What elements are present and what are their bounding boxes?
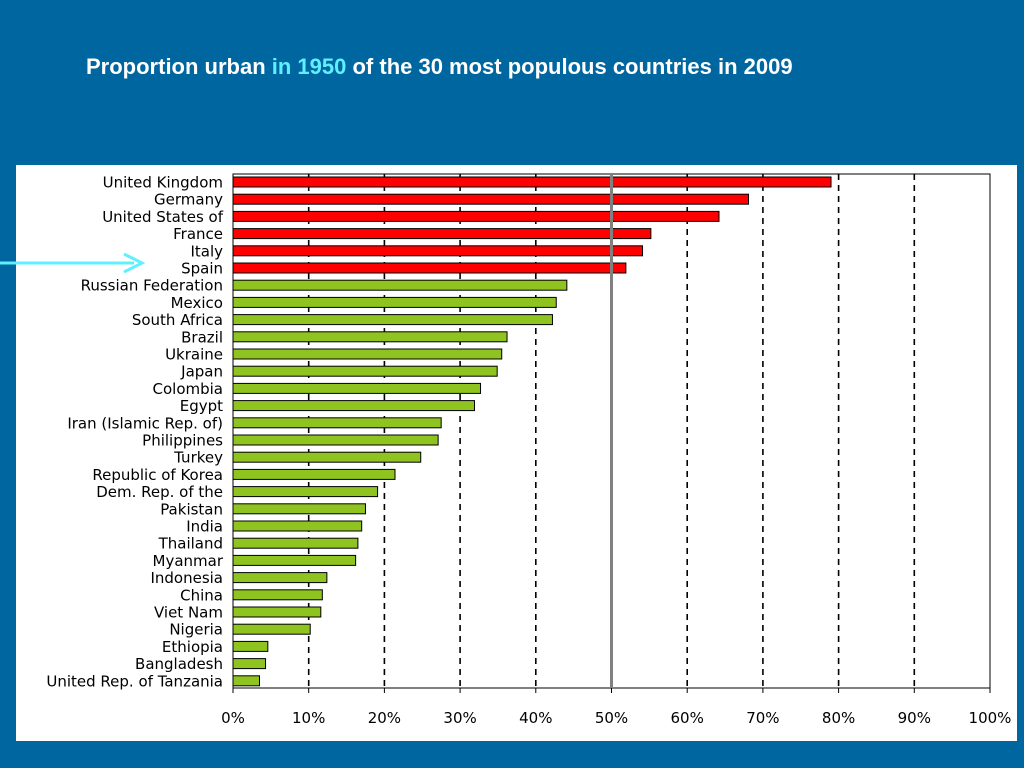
bar bbox=[232, 640, 269, 652]
bar bbox=[232, 400, 475, 412]
category-label: Mexico bbox=[171, 294, 223, 312]
bar bbox=[232, 176, 832, 188]
bar bbox=[232, 417, 442, 429]
category-label: Egypt bbox=[180, 397, 223, 415]
category-label: Nigeria bbox=[169, 621, 223, 639]
bar bbox=[232, 245, 644, 257]
category-label: United Kingdom bbox=[103, 174, 223, 192]
bar bbox=[232, 589, 323, 601]
bar bbox=[232, 296, 557, 308]
bar bbox=[232, 451, 422, 463]
category-label: Russian Federation bbox=[81, 277, 223, 295]
category-label: Colombia bbox=[153, 380, 224, 398]
category-label: Brazil bbox=[181, 328, 223, 346]
category-label: France bbox=[173, 225, 223, 243]
category-label: South Africa bbox=[132, 311, 223, 329]
category-label: Spain bbox=[181, 260, 223, 278]
bar bbox=[232, 675, 260, 687]
category-label: Philippines bbox=[142, 432, 223, 450]
category-label: Pakistan bbox=[160, 500, 223, 518]
title-part-2: of the 30 most populous countries in 200… bbox=[346, 54, 793, 79]
category-label: Myanmar bbox=[153, 552, 224, 570]
x-tick-label: 100% bbox=[969, 709, 1012, 727]
bar bbox=[232, 468, 396, 480]
bar bbox=[232, 537, 359, 549]
category-label: Turkey bbox=[173, 449, 223, 467]
category-label: Viet Nam bbox=[154, 604, 223, 622]
category-label: Indonesia bbox=[150, 569, 223, 587]
bar bbox=[232, 193, 750, 205]
bar bbox=[232, 606, 322, 618]
bar bbox=[232, 331, 508, 343]
bar bbox=[232, 623, 311, 635]
category-label: Republic of Korea bbox=[92, 466, 223, 484]
category-label: India bbox=[186, 518, 223, 536]
x-tick-label: 0% bbox=[221, 709, 245, 727]
bar bbox=[232, 262, 627, 274]
x-tick-label: 90% bbox=[898, 709, 931, 727]
bar bbox=[232, 520, 363, 532]
category-label: Bangladesh bbox=[135, 655, 223, 673]
chart-title: Proportion urban in 1950 of the 30 most … bbox=[86, 54, 793, 80]
category-label: Italy bbox=[190, 242, 223, 260]
x-tick-label: 10% bbox=[292, 709, 325, 727]
category-label: Germany bbox=[154, 191, 223, 209]
bar bbox=[232, 348, 503, 360]
category-label: Iran (Islamic Rep. of) bbox=[67, 414, 223, 432]
title-highlight: in 1950 bbox=[271, 54, 347, 79]
category-label: Ethiopia bbox=[162, 638, 223, 656]
category-label: United States of bbox=[102, 208, 224, 226]
bar bbox=[232, 503, 366, 515]
x-tick-label: 70% bbox=[746, 709, 779, 727]
bar bbox=[232, 434, 439, 446]
category-label: Thailand bbox=[158, 535, 223, 553]
bar bbox=[232, 554, 357, 566]
category-label: China bbox=[180, 586, 223, 604]
title-part-1: Proportion urban bbox=[86, 54, 272, 79]
bar bbox=[232, 279, 568, 291]
bar bbox=[232, 365, 498, 377]
bar bbox=[232, 486, 379, 498]
x-tick-label: 40% bbox=[519, 709, 552, 727]
chart-panel: United Kingdom Germany United States of Fra… bbox=[16, 165, 1017, 741]
x-tick-label: 50% bbox=[595, 709, 628, 727]
bar bbox=[232, 658, 267, 670]
x-tick-label: 60% bbox=[671, 709, 704, 727]
x-tick-label: 20% bbox=[368, 709, 401, 727]
bar bbox=[232, 210, 720, 222]
category-label: Japan bbox=[180, 363, 223, 381]
x-tick-label: 80% bbox=[822, 709, 855, 727]
bar bbox=[232, 228, 652, 240]
category-label: Ukraine bbox=[165, 346, 223, 364]
bar bbox=[232, 572, 328, 584]
category-label: Dem. Rep. of the bbox=[96, 483, 223, 501]
bar bbox=[232, 382, 482, 394]
bar bbox=[232, 314, 553, 326]
category-label: United Rep. of Tanzania bbox=[46, 672, 223, 690]
x-tick-label: 30% bbox=[443, 709, 476, 727]
